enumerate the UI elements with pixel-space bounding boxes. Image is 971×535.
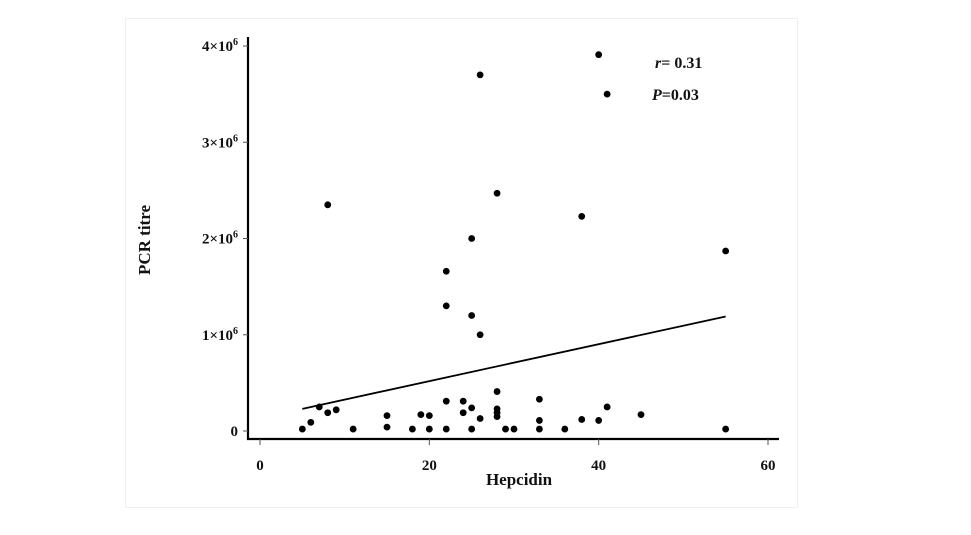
data-point <box>442 302 450 310</box>
data-point <box>417 411 425 419</box>
data-point <box>383 423 391 431</box>
data-point <box>442 425 450 433</box>
x-tick-label: 20 <box>422 458 437 474</box>
data-point <box>332 406 340 414</box>
data-point <box>536 395 543 403</box>
data-point <box>459 397 467 405</box>
data-point <box>536 425 543 433</box>
x-tick-label: 0 <box>256 458 264 474</box>
y-tick-label: 0 <box>231 424 239 440</box>
p-value: =0.03 <box>662 87 699 104</box>
x-tick-label: 40 <box>591 458 606 474</box>
data-point <box>578 416 586 423</box>
data-point <box>722 425 730 433</box>
data-point <box>468 235 476 242</box>
data-point <box>595 417 603 424</box>
y-tick-label: 2×106 <box>202 230 238 248</box>
data-point <box>307 418 315 426</box>
data-point <box>603 403 611 411</box>
data-point <box>409 425 416 433</box>
data-point <box>468 312 476 319</box>
data-point <box>561 425 569 433</box>
data-point <box>383 412 391 419</box>
data-point <box>324 409 332 417</box>
data-point <box>298 425 306 433</box>
p-symbol: P <box>651 87 662 104</box>
data-point <box>493 189 501 197</box>
y-axis: 0 1×106 2×106 3×106 4×106 <box>202 37 250 440</box>
y-tick-label: 4×106 <box>202 37 238 55</box>
r-value: = 0.31 <box>661 55 702 72</box>
data-point <box>476 331 484 339</box>
data-point <box>476 415 484 422</box>
data-point <box>603 90 611 98</box>
data-point <box>425 412 433 419</box>
data-point <box>468 404 476 412</box>
data-point <box>349 425 357 433</box>
data-point <box>510 425 518 433</box>
data-point <box>595 51 603 59</box>
data-point <box>578 212 586 220</box>
data-point <box>722 247 730 255</box>
data-point <box>442 267 450 275</box>
data-point <box>502 425 509 433</box>
y-tick-label: 1×106 <box>202 326 238 344</box>
data-point <box>637 411 645 419</box>
regression-line <box>302 315 726 410</box>
data-point <box>425 425 433 433</box>
x-axis-title: Hepcidin <box>486 470 553 489</box>
data-points <box>298 51 730 433</box>
x-axis: 0 20 40 60 <box>247 437 779 474</box>
data-point <box>459 409 467 417</box>
x-tick-label: 60 <box>761 458 776 474</box>
correlation-annotation: r= 0.31 <box>655 55 702 72</box>
r-symbol: r <box>655 55 662 72</box>
data-point <box>442 397 450 405</box>
p-value-annotation: P=0.03 <box>651 87 699 104</box>
figure-frame <box>125 18 798 508</box>
fit-line <box>302 315 726 410</box>
data-point <box>493 388 501 395</box>
data-point <box>324 201 332 209</box>
data-point <box>493 405 501 413</box>
data-point <box>476 71 484 79</box>
data-point <box>536 417 543 424</box>
y-axis-title: PCR titre <box>135 205 154 275</box>
data-point <box>468 425 476 433</box>
y-tick-label: 3×106 <box>202 133 238 151</box>
